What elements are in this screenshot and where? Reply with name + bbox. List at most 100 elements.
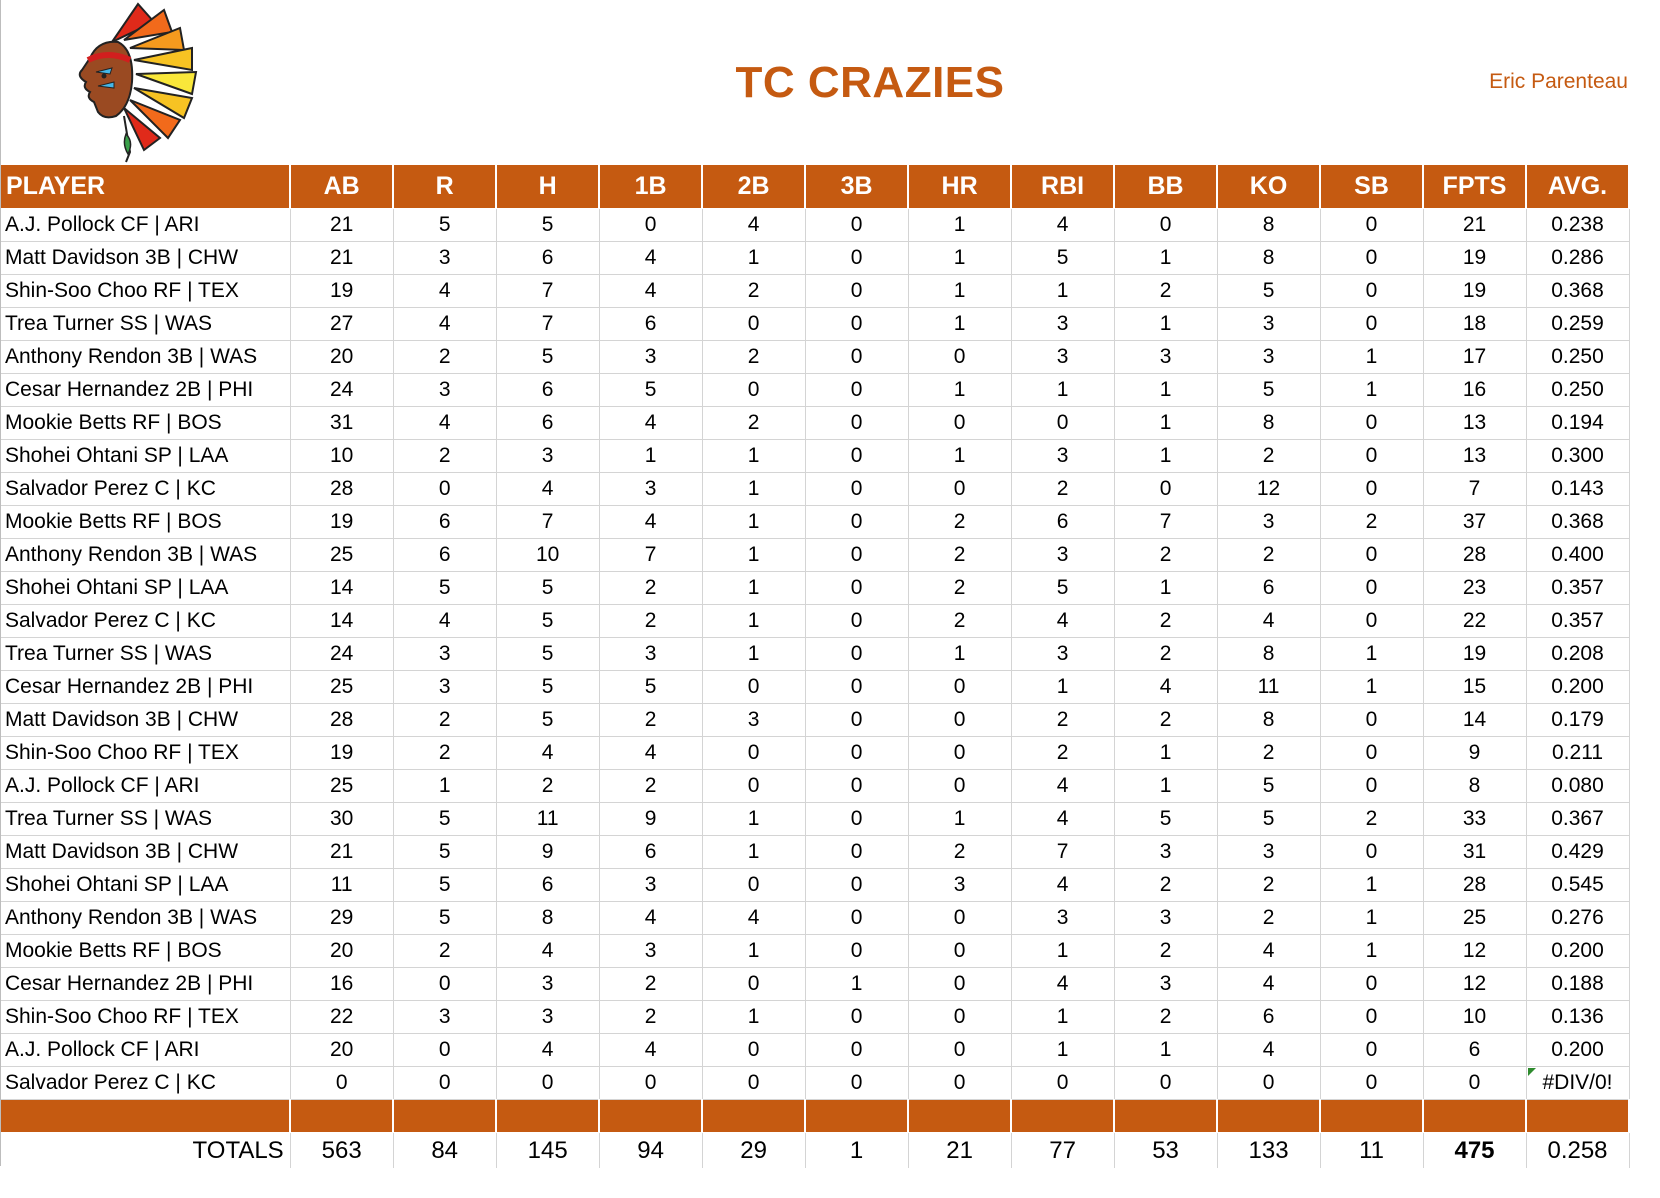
cell-rbi[interactable]: 4 — [1011, 967, 1115, 1001]
cell-player[interactable]: A.J. Pollock CF | ARI — [1, 769, 291, 803]
cell-player[interactable]: Shin-Soo Choo RF | TEX — [1, 736, 291, 770]
cell-bb[interactable]: 1 — [1114, 307, 1218, 341]
cell-bb[interactable]: 1 — [1114, 571, 1218, 605]
cell-ab[interactable]: 28 — [290, 472, 394, 506]
cell-1b[interactable]: 2 — [599, 769, 703, 803]
cell-hr[interactable]: 2 — [908, 571, 1012, 605]
cell-sb[interactable]: 0 — [1320, 769, 1424, 803]
cell-h[interactable]: 3 — [496, 967, 600, 1001]
cell-sb[interactable]: 0 — [1320, 439, 1424, 473]
cell-r[interactable]: 5 — [393, 571, 497, 605]
totals-label[interactable]: TOTALS — [1, 1132, 291, 1168]
cell-sb[interactable]: 0 — [1320, 307, 1424, 341]
cell-3b[interactable]: 0 — [805, 241, 909, 275]
cell-player[interactable]: Shohei Ohtani SP | LAA — [1, 868, 291, 902]
cell-h[interactable]: 4 — [496, 472, 600, 506]
cell-1b[interactable]: 2 — [599, 967, 703, 1001]
cell-fpts[interactable]: 0 — [1423, 1066, 1527, 1100]
cell-3b[interactable]: 1 — [805, 967, 909, 1001]
cell-3b[interactable]: 0 — [805, 769, 909, 803]
cell-fpts[interactable]: 18 — [1423, 307, 1527, 341]
cell-ab[interactable]: 29 — [290, 901, 394, 935]
cell-player[interactable]: Trea Turner SS | WAS — [1, 802, 291, 836]
cell-sb[interactable]: 2 — [1320, 802, 1424, 836]
cell-fpts[interactable]: 15 — [1423, 670, 1527, 704]
cell-avg[interactable]: 0.300 — [1526, 439, 1630, 473]
cell-r[interactable]: 2 — [393, 736, 497, 770]
column-header-bb[interactable]: BB — [1114, 165, 1219, 209]
cell-bb[interactable]: 3 — [1114, 967, 1218, 1001]
cell-bb[interactable]: 1 — [1114, 439, 1218, 473]
cell-1b[interactable]: 7 — [599, 538, 703, 572]
cell-2b[interactable]: 0 — [702, 736, 806, 770]
cell-fpts[interactable]: 25 — [1423, 901, 1527, 935]
cell-2b[interactable]: 0 — [702, 1066, 806, 1100]
cell-fpts[interactable]: 6 — [1423, 1033, 1527, 1067]
cell-ko[interactable]: 5 — [1217, 274, 1321, 308]
cell-fpts[interactable]: 16 — [1423, 373, 1527, 407]
cell-sb[interactable]: 0 — [1320, 1066, 1424, 1100]
cell-2b[interactable]: 0 — [702, 1033, 806, 1067]
cell-bb[interactable]: 7 — [1114, 505, 1218, 539]
cell-player[interactable]: Mookie Betts RF | BOS — [1, 406, 291, 440]
cell-ko[interactable]: 2 — [1217, 439, 1321, 473]
cell-r[interactable]: 2 — [393, 934, 497, 968]
cell-hr[interactable]: 1 — [908, 208, 1012, 242]
cell-bb[interactable]: 1 — [1114, 373, 1218, 407]
cell-hr[interactable]: 2 — [908, 604, 1012, 638]
cell-bb[interactable]: 1 — [1114, 769, 1218, 803]
cell-1b[interactable]: 4 — [599, 274, 703, 308]
totals-ko[interactable]: 133 — [1217, 1132, 1321, 1168]
cell-ab[interactable]: 20 — [290, 1033, 394, 1067]
cell-avg[interactable]: 0.136 — [1526, 1000, 1630, 1034]
cell-2b[interactable]: 1 — [702, 472, 806, 506]
cell-hr[interactable]: 1 — [908, 274, 1012, 308]
cell-hr[interactable]: 0 — [908, 769, 1012, 803]
cell-1b[interactable]: 3 — [599, 472, 703, 506]
cell-r[interactable]: 5 — [393, 802, 497, 836]
cell-bb[interactable]: 5 — [1114, 802, 1218, 836]
cell-bb[interactable]: 2 — [1114, 868, 1218, 902]
cell-player[interactable]: Shohei Ohtani SP | LAA — [1, 571, 291, 605]
cell-r[interactable]: 3 — [393, 670, 497, 704]
cell-ko[interactable]: 5 — [1217, 802, 1321, 836]
cell-sb[interactable]: 0 — [1320, 472, 1424, 506]
cell-bb[interactable]: 1 — [1114, 1033, 1218, 1067]
cell-hr[interactable]: 0 — [908, 1066, 1012, 1100]
cell-fpts[interactable]: 23 — [1423, 571, 1527, 605]
cell-sb[interactable]: 0 — [1320, 406, 1424, 440]
totals-avg[interactable]: 0.258 — [1526, 1132, 1630, 1168]
cell-avg[interactable]: 0.357 — [1526, 571, 1630, 605]
cell-r[interactable]: 3 — [393, 1000, 497, 1034]
cell-1b[interactable]: 9 — [599, 802, 703, 836]
cell-sb[interactable]: 0 — [1320, 538, 1424, 572]
cell-player[interactable]: Anthony Rendon 3B | WAS — [1, 340, 291, 374]
cell-ab[interactable]: 25 — [290, 538, 394, 572]
cell-2b[interactable]: 1 — [702, 241, 806, 275]
cell-ab[interactable]: 11 — [290, 868, 394, 902]
cell-player[interactable]: A.J. Pollock CF | ARI — [1, 1033, 291, 1067]
cell-3b[interactable]: 0 — [805, 439, 909, 473]
cell-rbi[interactable]: 2 — [1011, 703, 1115, 737]
cell-hr[interactable]: 0 — [908, 967, 1012, 1001]
cell-ko[interactable]: 6 — [1217, 1000, 1321, 1034]
cell-ab[interactable]: 10 — [290, 439, 394, 473]
cell-h[interactable]: 9 — [496, 835, 600, 869]
cell-2b[interactable]: 1 — [702, 637, 806, 671]
cell-h[interactable]: 5 — [496, 703, 600, 737]
cell-avg[interactable]: 0.545 — [1526, 868, 1630, 902]
cell-avg[interactable]: 0.080 — [1526, 769, 1630, 803]
cell-rbi[interactable]: 3 — [1011, 637, 1115, 671]
cell-2b[interactable]: 0 — [702, 670, 806, 704]
cell-sb[interactable]: 1 — [1320, 373, 1424, 407]
cell-rbi[interactable]: 3 — [1011, 901, 1115, 935]
cell-sb[interactable]: 0 — [1320, 1033, 1424, 1067]
cell-ko[interactable]: 3 — [1217, 505, 1321, 539]
cell-avg[interactable]: 0.200 — [1526, 670, 1630, 704]
cell-ko[interactable]: 8 — [1217, 241, 1321, 275]
cell-3b[interactable]: 0 — [805, 736, 909, 770]
cell-2b[interactable]: 2 — [702, 406, 806, 440]
cell-player[interactable]: Shin-Soo Choo RF | TEX — [1, 1000, 291, 1034]
cell-ko[interactable]: 4 — [1217, 604, 1321, 638]
cell-3b[interactable]: 0 — [805, 1066, 909, 1100]
